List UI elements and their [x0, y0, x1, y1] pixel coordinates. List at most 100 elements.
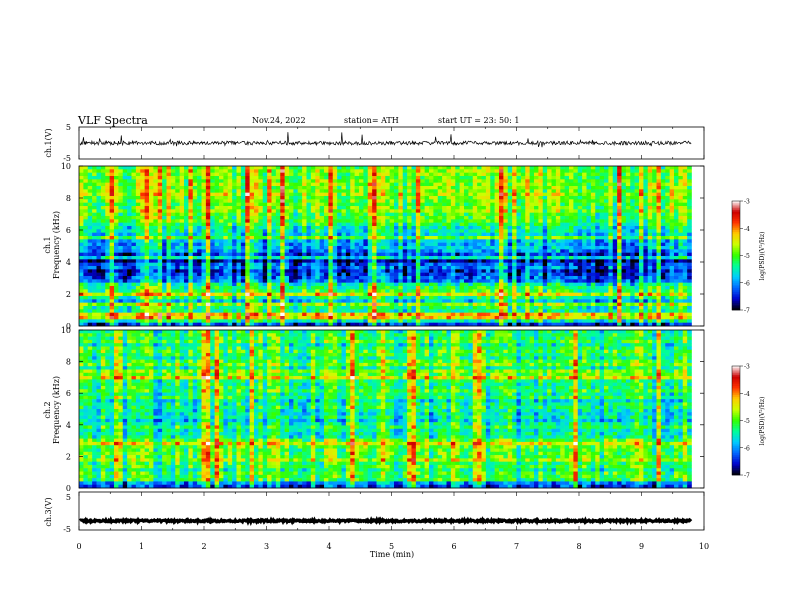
spectrogram-cell — [162, 222, 167, 227]
spectrogram-cell — [682, 219, 688, 223]
spectrogram-cell — [643, 239, 649, 243]
spectrogram-cell — [464, 206, 469, 210]
spectrogram-cell — [590, 186, 596, 190]
spectrogram-cell — [162, 209, 167, 213]
spectrogram-cell — [315, 229, 320, 233]
spectrogram-cell — [149, 192, 154, 197]
spectrogram-cell — [201, 216, 207, 220]
spectrogram-cell — [87, 216, 93, 220]
spectrogram-cell — [520, 269, 526, 273]
spectrogram-cell — [507, 196, 513, 200]
spectrogram-cell — [595, 219, 600, 223]
spectrogram-cell — [534, 232, 539, 237]
spectrogram-cell — [302, 196, 307, 200]
spectrogram-cell — [503, 166, 509, 170]
spectrogram-cell — [625, 169, 631, 173]
spectrogram-cell — [389, 276, 395, 280]
spectrogram-cell — [280, 216, 285, 220]
spectrogram-cell — [380, 222, 386, 227]
spectrogram-cell — [157, 242, 163, 247]
spectrogram-cell — [446, 269, 452, 273]
spectrogram-cell — [634, 226, 640, 230]
spectrogram-cell — [245, 239, 250, 243]
spectrogram-cell — [205, 242, 211, 247]
spectrogram-cell — [254, 249, 259, 253]
spectrogram-cell — [398, 242, 404, 247]
spectrogram-cell — [135, 172, 141, 177]
spectrogram-cell — [459, 279, 465, 283]
spectrogram-cell — [415, 279, 421, 283]
spectrogram-cell — [131, 169, 137, 173]
spectrogram-cell — [284, 196, 290, 200]
spectrogram-cell — [96, 272, 102, 277]
spectrogram-cell — [499, 216, 504, 220]
spectrogram-cell — [275, 262, 281, 267]
spectrogram-cell — [280, 246, 285, 250]
spectrogram-cell — [455, 216, 460, 220]
spectrogram-cell — [455, 229, 460, 233]
spectrogram-cell — [363, 239, 369, 243]
spectrogram-cell — [105, 279, 110, 283]
spectrogram-cell — [424, 246, 430, 250]
spectrogram-cell — [494, 176, 500, 180]
spectrogram-cell — [520, 219, 526, 223]
spectrogram-cell — [345, 239, 351, 243]
spectrogram-cell — [647, 186, 653, 190]
spectrogram-cell — [394, 279, 399, 283]
spectrogram-cell — [612, 259, 618, 263]
spectrogram-cell — [595, 182, 600, 187]
spectrogram-cell — [547, 219, 552, 223]
spectrogram-cell — [376, 249, 382, 253]
spectrogram-cell — [135, 259, 141, 263]
spectrogram-cell — [586, 179, 592, 183]
spectrogram-cell — [240, 256, 246, 260]
spectrogram-cell — [140, 282, 145, 287]
spectrogram-cell — [380, 272, 386, 277]
spectrogram-cell — [122, 269, 128, 273]
spectrogram-cell — [442, 212, 447, 217]
spectrogram-cell — [433, 276, 439, 280]
spectrogram-cell — [354, 172, 360, 177]
spectrogram-cell — [354, 216, 360, 220]
spectrogram-cell — [114, 272, 119, 277]
spectrogram-cell — [407, 172, 412, 177]
spectrogram-cell — [494, 229, 500, 233]
spectrogram-cell — [389, 242, 395, 247]
spectrogram-cell — [249, 169, 255, 173]
spectrogram-cell — [179, 256, 185, 260]
spectrogram-cell — [267, 202, 272, 207]
spectrogram-cell — [157, 192, 163, 197]
spectrogram-cell — [197, 239, 202, 243]
spectrogram-cell — [337, 169, 342, 173]
spectrogram-cell — [192, 192, 198, 197]
spectrogram-cell — [398, 219, 404, 223]
spectrogram-cell — [674, 232, 679, 237]
spectrogram-cell — [577, 269, 583, 273]
spectrogram-cell — [192, 246, 198, 250]
spectrogram-cell — [280, 176, 285, 180]
spectrogram-cell — [621, 212, 627, 217]
spectrogram-cell — [162, 179, 167, 183]
spectrogram-cell — [678, 202, 684, 207]
spectrogram-cell — [166, 252, 172, 257]
spectrogram-cell — [214, 196, 220, 200]
spectrogram-cell — [490, 212, 495, 217]
spectrogram-cell — [350, 222, 355, 227]
spectrogram-cell — [634, 179, 640, 183]
spectrogram-cell — [197, 232, 202, 237]
spectrogram-cell — [297, 229, 303, 233]
spectrogram-cell — [398, 182, 404, 187]
spectrogram-cell — [214, 279, 220, 283]
spectrogram-cell — [547, 226, 552, 230]
spectrogram-cell — [499, 232, 504, 237]
spectrogram-cell — [612, 246, 618, 250]
spectrogram-cell — [560, 239, 565, 243]
spectrogram-cell — [319, 209, 325, 213]
spectrogram-cell — [232, 222, 237, 227]
spectrogram-cell — [529, 242, 535, 247]
spectrogram-cell — [232, 182, 237, 187]
spectrogram-cell — [590, 206, 596, 210]
spectrogram-cell — [254, 242, 259, 247]
spectrogram-cell — [175, 272, 180, 277]
spectrogram-cell — [437, 232, 443, 237]
